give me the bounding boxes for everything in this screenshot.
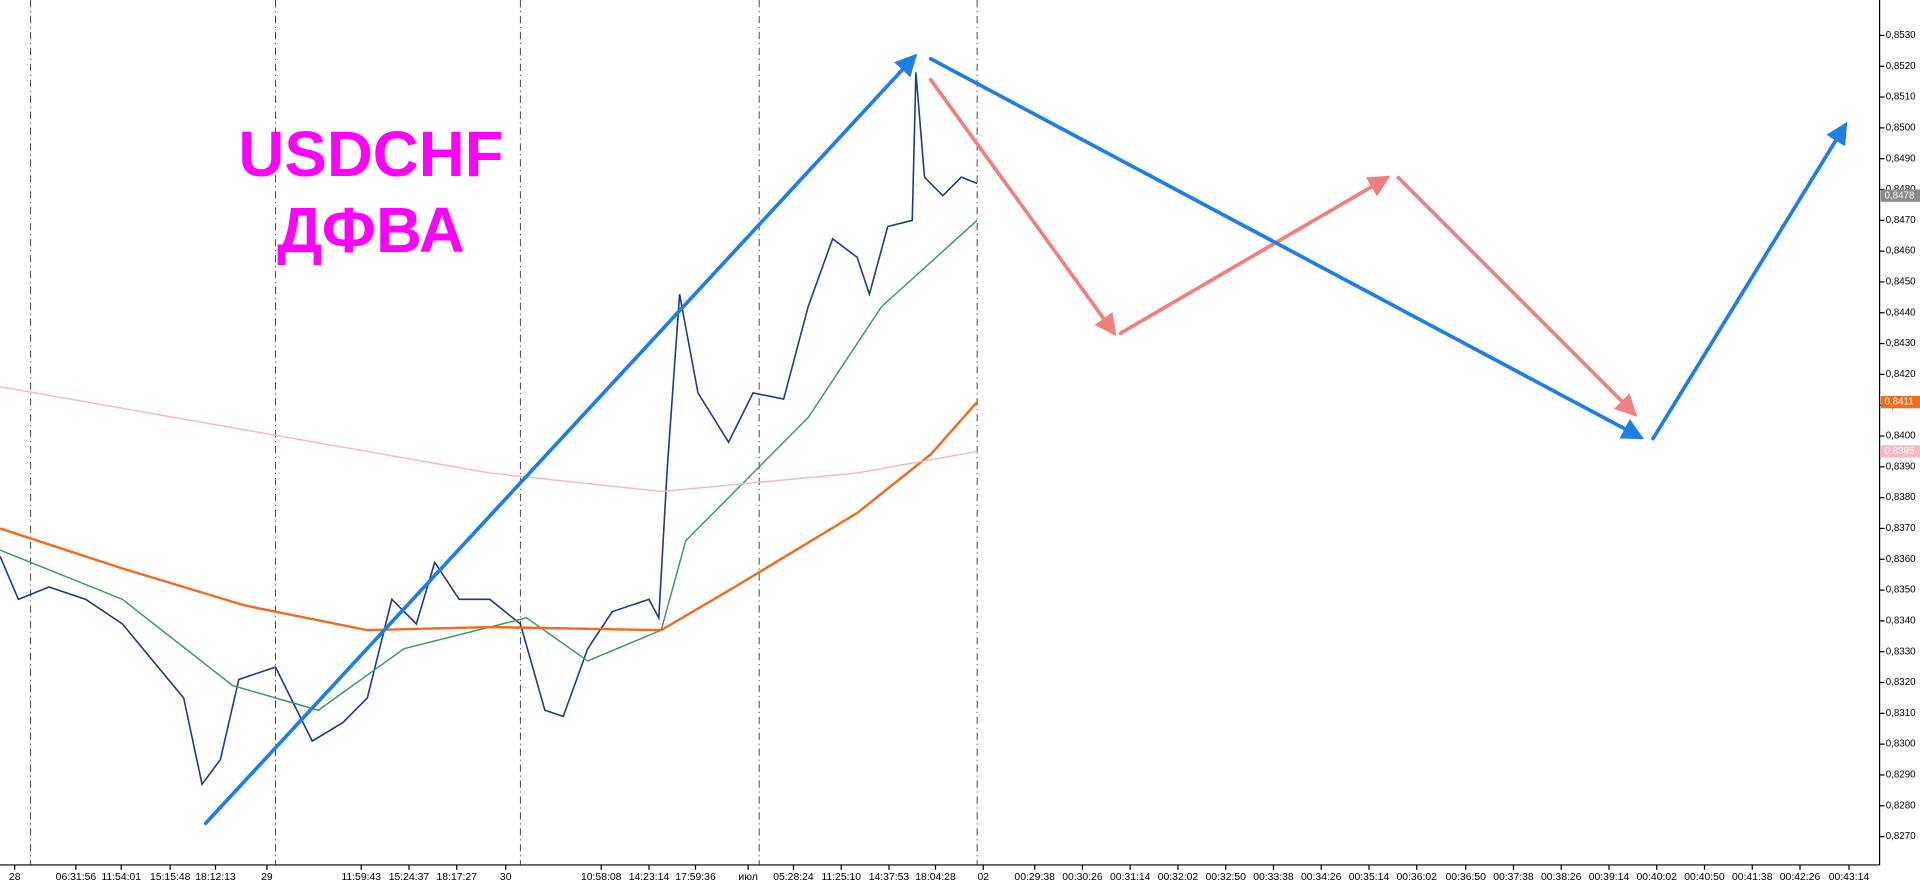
y-tick-label: 0,8350 [1886,585,1916,596]
x-tick-label: 00:32:02 [1158,872,1199,883]
x-tick-label: 00:42:26 [1780,872,1821,883]
x-tick-label: 00:32:50 [1205,872,1246,883]
x-tick-label: 00:33:38 [1253,872,1294,883]
price-label: 0,8411 [1884,397,1913,408]
grid [30,0,978,865]
x-tick-label: 00:36:50 [1445,872,1486,883]
price-label-bg [1880,189,1920,202]
y-tick-label: 0,8380 [1886,492,1916,503]
y-tick-label: 0,8330 [1886,646,1916,657]
y-tick-label: 0,8520 [1886,61,1916,72]
x-tick-label: 06:31:56 [56,872,97,883]
chart-subtitle: ДФВА [277,195,465,266]
x-tick-label: 00:35:14 [1349,872,1390,883]
x-tick-label: 00:40:50 [1684,872,1725,883]
price-label-bg [1880,395,1920,409]
arrow [1651,121,1848,441]
x-tick-label: 00:40:02 [1636,872,1677,883]
x-tick-label: 28 [9,872,21,883]
price-line [0,385,978,493]
x-tick-label: 00:43:14 [1829,872,1870,883]
y-tick-label: 0,8510 [1886,92,1916,103]
x-tick-label: 11:59:43 [341,872,381,883]
x-tick-label: 00:37:38 [1493,872,1534,883]
arrow [1118,175,1391,336]
x-tick-label: 00:29:38 [1014,872,1055,883]
series-group [0,72,979,787]
x-tick-label: 00:34:26 [1301,872,1342,883]
y-tick-label: 0,8430 [1886,338,1916,349]
y-tick-label: 0,8340 [1886,615,1916,626]
y-tick-label: 0,8360 [1886,554,1916,565]
price-line [0,401,979,632]
x-tick-label: 10:58:08 [581,872,622,883]
x-tick-label: 11:25:10 [821,872,861,883]
x-tick-label: 18:04:28 [915,872,956,883]
y-tick-label: 0,8370 [1886,523,1916,534]
y-tick-label: 0,8310 [1886,708,1916,719]
x-tick-label: 00:36:02 [1396,872,1437,883]
x-tick-label: 14:37:53 [869,872,910,883]
x-tick-label: 18:12:13 [195,872,236,883]
y-tick-label: 0,8500 [1886,122,1916,133]
x-tick-label: 00:38:26 [1541,872,1582,883]
x-tick-label: 00:31:14 [1110,872,1151,883]
chart-title: USDCHF [238,119,503,190]
y-tick-label: 0,8300 [1886,739,1916,750]
axes: 0,8270 0,8280 0,8290 0,8300 0,8310 0,8320 0,83… [9,30,1920,883]
x-tick-label: 14:23:14 [629,872,670,883]
y-tick-label: 0,8460 [1886,246,1916,257]
x-tick-label: июл [738,872,757,883]
x-tick-label: 29 [261,872,273,883]
y-tick-label: 0,8470 [1886,215,1916,226]
price-label: 0,8395 [1884,446,1914,457]
arrow [928,56,1645,440]
arrow [203,53,918,826]
x-tick-label: 02 [977,872,989,883]
y-tick-label: 0,8270 [1886,831,1916,842]
forecast-arrows [203,53,1848,826]
y-tick-label: 0,8280 [1886,800,1916,811]
x-tick-label: 11:54:01 [101,872,141,883]
y-tick-label: 0,8440 [1886,307,1916,318]
y-tick-label: 0,8450 [1886,277,1916,288]
arrow [928,77,1117,337]
y-tick-label: 0,8530 [1886,30,1916,41]
x-tick-label: 00:39:14 [1589,872,1630,883]
y-tick-label: 0,8390 [1886,461,1916,472]
y-tick-label: 0,8320 [1886,677,1916,688]
x-tick-label: 15:15:48 [150,872,191,883]
arrow [1396,175,1638,417]
x-tick-label: 30 [500,872,512,883]
price-line [0,219,978,712]
price-line [0,72,978,787]
x-tick-label: 17:59:36 [675,872,716,883]
x-tick-label: 05:28:24 [773,872,814,883]
price-label: 0,8478 [1884,190,1914,201]
x-tick-label: 00:41:38 [1732,872,1773,883]
y-tick-label: 0,8490 [1886,153,1916,164]
x-tick-label: 15:24:37 [389,872,430,883]
price-label-bg [1880,445,1920,458]
y-tick-label: 0,8290 [1886,770,1916,781]
x-tick-label: 18:17:27 [436,872,477,883]
y-tick-label: 0,8420 [1886,369,1916,380]
x-tick-label: 00:30:26 [1062,872,1103,883]
y-tick-label: 0,8400 [1886,431,1916,442]
